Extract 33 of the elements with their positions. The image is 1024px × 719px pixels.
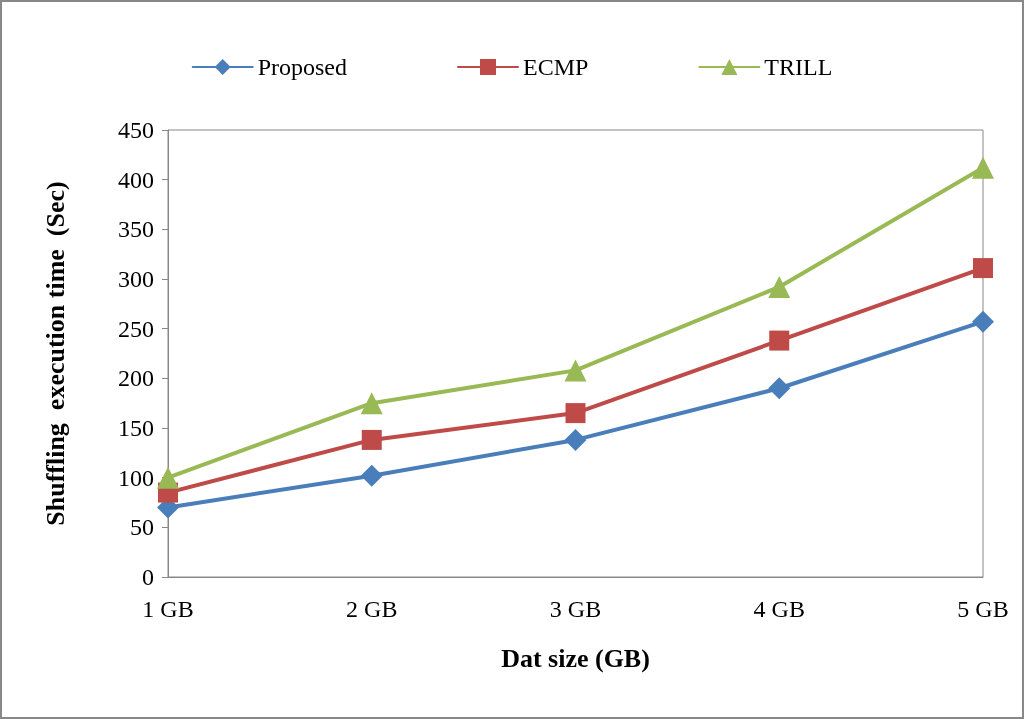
point <box>972 310 994 333</box>
point <box>361 429 382 450</box>
y-tick-label: 450 <box>118 117 154 143</box>
y-tick-label: 50 <box>130 514 154 541</box>
x-axis-title: Dat size (GB) <box>501 643 650 673</box>
point <box>565 403 586 424</box>
y-tick-label: 150 <box>118 415 154 441</box>
point <box>768 377 791 400</box>
point <box>768 275 791 298</box>
x-tick-label: 1 GB <box>142 596 194 622</box>
y-tick-label: 400 <box>118 166 154 193</box>
legend-label: Proposed <box>257 54 348 80</box>
point <box>973 258 993 279</box>
legend-label: ECMP <box>523 54 589 80</box>
x-tick-label: 2 GB <box>346 596 398 622</box>
point <box>360 392 383 415</box>
legend-label: TRILL <box>764 54 833 80</box>
point <box>564 359 587 382</box>
y-tick-label: 200 <box>118 365 154 392</box>
y-tick-label: 300 <box>118 266 154 292</box>
y-tick-label: 250 <box>118 315 154 342</box>
point <box>564 428 587 451</box>
y-tick-label: 0 <box>142 564 154 590</box>
y-tick-label: 100 <box>118 464 154 491</box>
point <box>360 464 383 487</box>
point <box>157 466 179 489</box>
y-tick-label: 350 <box>118 216 154 243</box>
x-tick-label: 5 GB <box>957 596 1009 622</box>
x-tick-label: 3 GB <box>549 596 602 622</box>
x-tick-label: 4 GB <box>753 596 805 622</box>
point <box>769 330 790 351</box>
y-axis-title: Shuffling execution time (Sec) <box>40 181 70 526</box>
point <box>972 156 994 179</box>
